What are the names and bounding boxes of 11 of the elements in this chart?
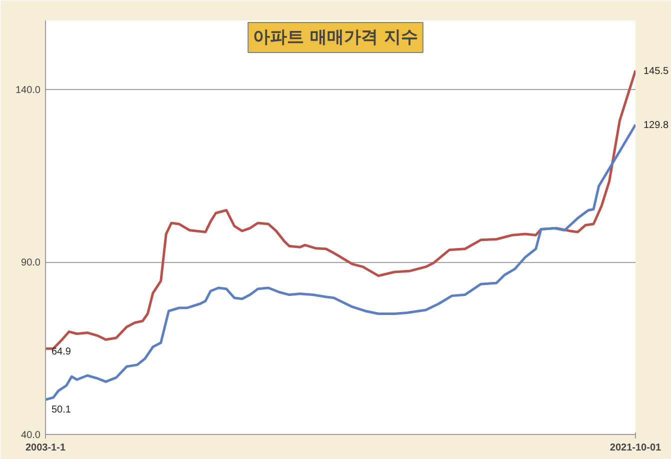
y-tick-label: 90.0 [21, 258, 41, 268]
data-label: 129.8 [644, 120, 669, 132]
data-label: 50.1 [52, 404, 72, 416]
x-tick-label: 2021-10-01 [610, 442, 662, 454]
line-series [46, 123, 636, 401]
y-tick-label: 40.0 [21, 430, 41, 441]
chart-title: 아파트 매매가격 지수 [253, 28, 418, 48]
x-tick-label: 2003-1-1 [25, 442, 66, 454]
data-label: 145.5 [644, 66, 669, 78]
data-label: 64.9 [52, 346, 72, 358]
y-tick-label: 140.0 [15, 85, 41, 96]
